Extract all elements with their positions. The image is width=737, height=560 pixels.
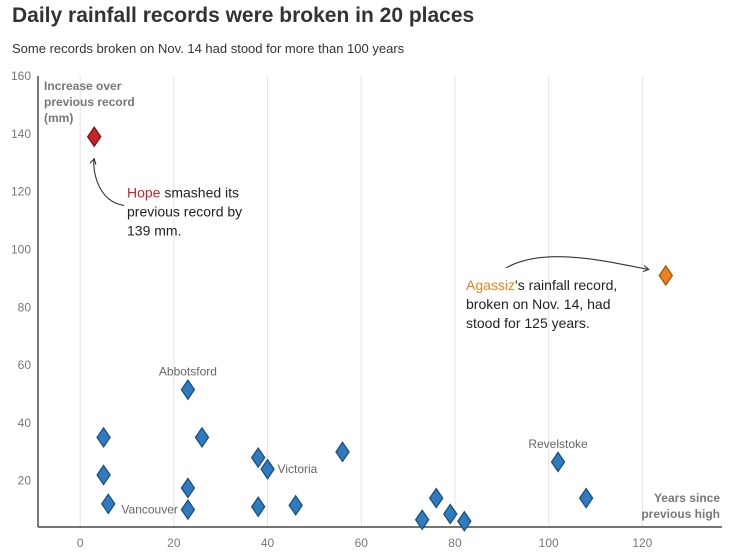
- data-point-16: [442, 503, 458, 525]
- data-point-abbotsford: [180, 379, 196, 401]
- grid-lines: [79, 76, 643, 527]
- x-tick-label-100: 100: [539, 536, 559, 550]
- y-tick-label-100: 100: [11, 242, 31, 256]
- annotation-text-hope: Hope smashed its previous record by 139 mm…: [127, 184, 242, 238]
- annotation-line-agassiz-1: broken on Nov. 14, had: [466, 296, 611, 312]
- annotation-text-agassiz: Agassiz's rainfall record, broken on Nov.…: [466, 277, 617, 331]
- chart-subtitle: Some records broken on Nov. 14 had stood…: [12, 41, 405, 56]
- data-point-5: [96, 464, 111, 486]
- y-axis-title-line-2: (mm): [44, 111, 73, 125]
- annotation-line-hope-2: 139 mm.: [127, 222, 181, 238]
- data-point-revelstoke: [550, 451, 566, 473]
- annotation-arrow-hope: [89, 157, 125, 206]
- y-tick-label-120: 120: [11, 185, 31, 199]
- data-point-12: [288, 494, 303, 516]
- y-tick-label-140: 140: [11, 127, 31, 141]
- y-tick-label-80: 80: [18, 300, 32, 314]
- annotation-line-hope-0: smashed its: [160, 184, 239, 200]
- annotation-highlight-hope: Hope: [127, 184, 161, 200]
- x-axis-title-line-1: previous high: [641, 507, 720, 521]
- point-label-victoria: Victoria: [278, 462, 318, 476]
- axis-labels: 0 20 40 60 80 100 120 20 40 60 80 100 120 140 160 Incre…: [11, 69, 720, 550]
- x-axis-title-line-0: Years since: [654, 491, 720, 505]
- x-tick-label-40: 40: [261, 536, 275, 550]
- x-tick-label-20: 20: [167, 536, 181, 550]
- data-points: [86, 126, 674, 532]
- y-tick-label-20: 20: [18, 474, 32, 488]
- y-axis-title-line-0: Increase over: [44, 79, 122, 93]
- point-label-vancouver: Vancouver: [121, 503, 177, 517]
- data-point-8: [180, 477, 196, 499]
- data-point-victoria: [260, 458, 275, 480]
- data-point-17: [457, 510, 472, 532]
- data-point-agassiz: [658, 264, 674, 287]
- annotation-line-agassiz-0: 's rainfall record,: [515, 277, 617, 293]
- x-axis-title: Years since previous high: [641, 491, 720, 521]
- data-point-4: [194, 426, 210, 449]
- annotations: Hope smashed its previous record by 139 mm…: [89, 157, 650, 331]
- axes: [37, 76, 722, 528]
- x-tick-label-60: 60: [355, 536, 369, 550]
- y-tick-label-160: 160: [11, 69, 31, 83]
- y-axis-title-line-1: previous record: [44, 95, 135, 109]
- data-point-14: [414, 509, 430, 531]
- point-label-abbotsford: Abbotsford: [159, 365, 217, 379]
- annotation-highlight-agassiz: Agassiz: [466, 277, 515, 293]
- annotation-arrow-agassiz: [505, 256, 650, 273]
- y-tick-label-60: 60: [18, 358, 32, 372]
- chart-title: Daily rainfall records were broken in 20…: [12, 4, 475, 27]
- y-tick-label-40: 40: [18, 416, 32, 430]
- data-point-3: [96, 426, 111, 449]
- data-point-6: [100, 493, 116, 515]
- x-tick-label-0: 0: [77, 536, 84, 550]
- data-point-15: [428, 487, 444, 509]
- data-point-vancouver: [180, 499, 196, 521]
- point-label-revelstoke: Revelstoke: [528, 437, 588, 451]
- annotation-line-agassiz-2: stood for 125 years.: [466, 315, 590, 331]
- data-point-11: [250, 496, 266, 518]
- data-point-13: [335, 441, 350, 463]
- annotation-line-hope-1: previous record by: [127, 203, 242, 219]
- x-tick-label-80: 80: [448, 536, 462, 550]
- x-tick-label-120: 120: [632, 536, 652, 550]
- data-point-19: [578, 487, 594, 509]
- data-point-hope: [86, 126, 102, 148]
- y-axis-title: Increase over previous record (mm): [44, 79, 135, 125]
- data-point-9: [250, 446, 266, 469]
